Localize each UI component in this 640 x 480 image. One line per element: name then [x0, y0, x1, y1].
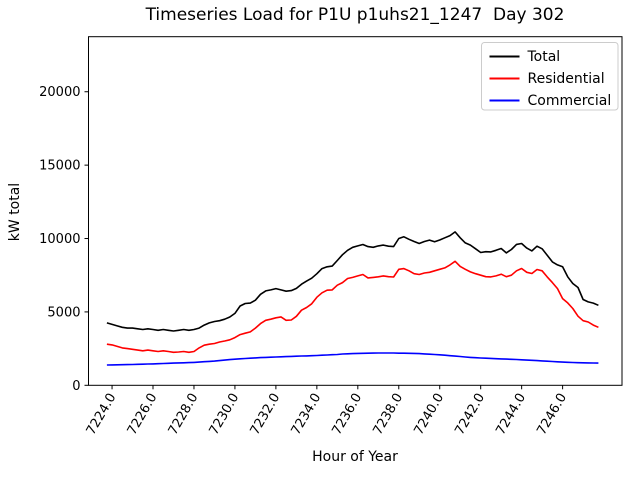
y-tick-label: 10000 [39, 232, 80, 247]
x-tick-label: 7224.0 [84, 391, 120, 438]
x-tick-label: 7228.0 [166, 391, 202, 438]
chart-title: Timeseries Load for P1U p1uhs21_1247 Day… [145, 5, 565, 25]
legend-box [481, 42, 619, 111]
legend-label-residential: Residential [528, 71, 605, 87]
series-line-residential [106, 260, 599, 354]
series-line-total [106, 231, 599, 332]
y-tick-label: 0 [72, 379, 80, 394]
y-axis-label: kW total [7, 182, 23, 242]
plot-border [88, 36, 623, 386]
x-tick-label: 7246.0 [534, 391, 570, 438]
y-tick-label: 20000 [39, 85, 80, 100]
series-line-commercial [106, 352, 599, 366]
y-tick-label: 5000 [47, 305, 80, 320]
x-tick-label: 7232.0 [248, 391, 284, 438]
x-tick-label: 7236.0 [330, 391, 366, 438]
y-tick-label: 15000 [39, 159, 80, 174]
x-tick-label: 7244.0 [493, 391, 529, 438]
x-tick-label: 7238.0 [370, 391, 406, 438]
x-axis-label: Hour of Year [312, 449, 398, 465]
x-tick-label: 7242.0 [452, 391, 488, 438]
x-tick-label: 7234.0 [289, 391, 325, 438]
x-tick-label: 7240.0 [411, 391, 447, 438]
legend-label-total: Total [527, 49, 561, 65]
x-tick-label: 7226.0 [125, 391, 161, 438]
x-tick-label: 7230.0 [207, 391, 243, 438]
legend-label-commercial: Commercial [528, 93, 612, 109]
